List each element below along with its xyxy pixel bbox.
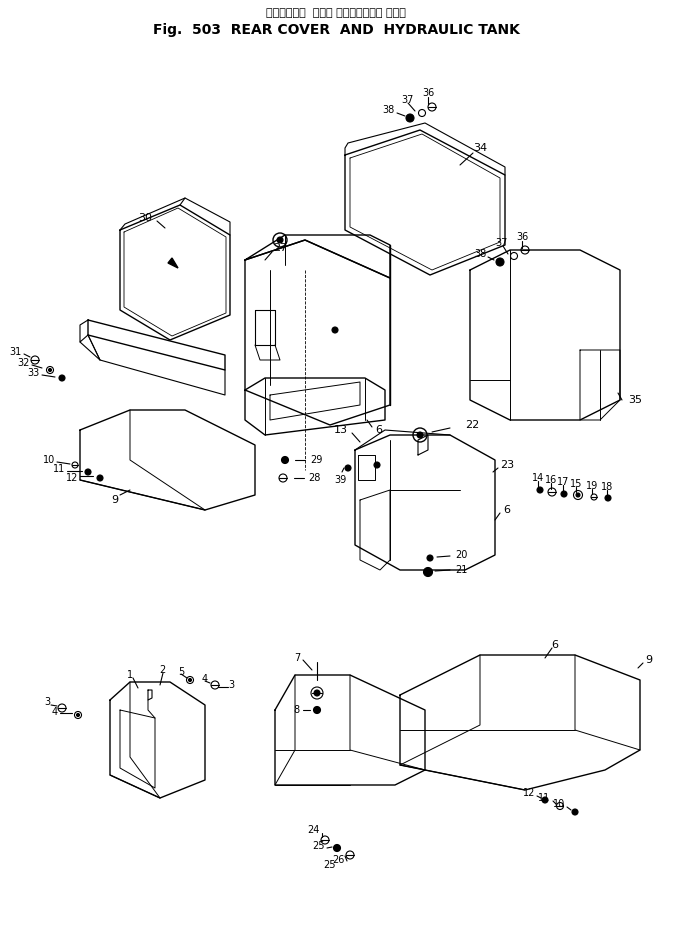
Circle shape	[561, 491, 567, 497]
Text: 6: 6	[375, 425, 382, 435]
Text: 30: 30	[138, 213, 152, 223]
Text: 21: 21	[455, 565, 467, 575]
Text: 23: 23	[500, 460, 514, 470]
Text: 3: 3	[228, 680, 234, 690]
Text: 11: 11	[52, 464, 65, 474]
Circle shape	[542, 797, 548, 803]
Text: 13: 13	[334, 425, 348, 435]
Circle shape	[423, 568, 433, 576]
Text: 6: 6	[503, 505, 510, 515]
Text: 39: 39	[334, 475, 346, 485]
Circle shape	[576, 493, 580, 497]
Circle shape	[314, 690, 320, 696]
Text: 12: 12	[66, 473, 78, 483]
Circle shape	[417, 432, 423, 438]
Circle shape	[334, 844, 341, 852]
Circle shape	[277, 237, 283, 243]
Circle shape	[97, 475, 103, 481]
Text: 15: 15	[570, 479, 582, 489]
Text: 2: 2	[159, 665, 165, 675]
Text: 1: 1	[127, 670, 133, 680]
Text: 20: 20	[455, 550, 467, 560]
Circle shape	[496, 258, 504, 266]
Text: 9: 9	[112, 495, 118, 505]
Circle shape	[345, 465, 351, 471]
Text: 38: 38	[474, 249, 487, 259]
Polygon shape	[168, 258, 178, 268]
Text: 37: 37	[496, 238, 508, 248]
Circle shape	[406, 114, 414, 122]
Text: 35: 35	[628, 395, 642, 405]
Text: 16: 16	[545, 475, 557, 485]
Text: 25: 25	[312, 841, 325, 851]
Text: 3: 3	[44, 697, 50, 707]
Text: 10: 10	[43, 455, 55, 465]
Circle shape	[572, 809, 578, 815]
Text: 6: 6	[551, 640, 559, 650]
Text: 22: 22	[465, 420, 479, 430]
Text: 10: 10	[553, 799, 565, 809]
Text: Fig.  503  REAR COVER  AND  HYDRAULIC TANK: Fig. 503 REAR COVER AND HYDRAULIC TANK	[153, 23, 520, 37]
Text: 27: 27	[273, 243, 287, 253]
Circle shape	[537, 487, 543, 493]
Text: 4: 4	[52, 707, 58, 717]
Circle shape	[188, 678, 192, 682]
Text: リヤーカバー  および ハイドロリック タンク: リヤーカバー および ハイドロリック タンク	[266, 8, 406, 18]
Text: 7: 7	[293, 653, 300, 663]
Text: 38: 38	[383, 105, 395, 115]
Text: 36: 36	[422, 88, 434, 98]
Circle shape	[59, 375, 65, 381]
Text: 26: 26	[332, 855, 345, 865]
Text: 5: 5	[178, 667, 184, 677]
Text: 12: 12	[523, 788, 535, 798]
Text: 4: 4	[202, 674, 208, 684]
Text: 37: 37	[402, 95, 414, 105]
Text: 14: 14	[532, 473, 544, 483]
Text: 32: 32	[17, 358, 30, 368]
Circle shape	[281, 457, 289, 463]
Text: 31: 31	[9, 347, 22, 357]
Text: 28: 28	[308, 473, 320, 483]
Circle shape	[77, 714, 79, 716]
Circle shape	[605, 495, 611, 501]
Text: 36: 36	[516, 232, 528, 242]
Circle shape	[374, 462, 380, 468]
Text: 17: 17	[557, 477, 569, 487]
Text: 11: 11	[538, 793, 550, 803]
Text: 8: 8	[294, 705, 300, 715]
Circle shape	[427, 555, 433, 561]
Circle shape	[332, 327, 338, 333]
Text: 33: 33	[28, 368, 40, 378]
Text: 18: 18	[601, 482, 613, 492]
Text: 9: 9	[645, 655, 652, 665]
Circle shape	[48, 369, 52, 372]
Text: 24: 24	[308, 825, 320, 835]
Circle shape	[85, 469, 91, 475]
Text: 34: 34	[473, 143, 487, 153]
Text: 29: 29	[310, 455, 322, 465]
Circle shape	[314, 706, 320, 714]
Text: 19: 19	[586, 481, 598, 491]
Text: 25: 25	[324, 860, 336, 870]
